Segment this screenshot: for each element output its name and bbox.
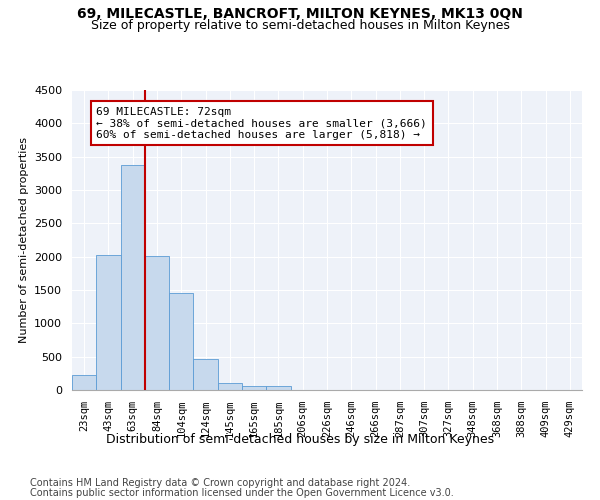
Text: Contains HM Land Registry data © Crown copyright and database right 2024.: Contains HM Land Registry data © Crown c…	[30, 478, 410, 488]
Bar	[218, 384, 242, 390]
Text: Distribution of semi-detached houses by size in Milton Keynes: Distribution of semi-detached houses by …	[106, 432, 494, 446]
Text: Size of property relative to semi-detached houses in Milton Keynes: Size of property relative to semi-detach…	[91, 19, 509, 32]
Bar	[145, 256, 169, 390]
Bar	[242, 386, 266, 390]
Bar	[169, 294, 193, 390]
Bar	[193, 358, 218, 390]
Y-axis label: Number of semi-detached properties: Number of semi-detached properties	[19, 137, 29, 343]
Bar	[96, 256, 121, 390]
Bar	[121, 166, 145, 390]
Text: 69, MILECASTLE, BANCROFT, MILTON KEYNES, MK13 0QN: 69, MILECASTLE, BANCROFT, MILTON KEYNES,…	[77, 8, 523, 22]
Bar	[266, 386, 290, 390]
Text: Contains public sector information licensed under the Open Government Licence v3: Contains public sector information licen…	[30, 488, 454, 498]
Bar	[72, 374, 96, 390]
Text: 69 MILECASTLE: 72sqm
← 38% of semi-detached houses are smaller (3,666)
60% of se: 69 MILECASTLE: 72sqm ← 38% of semi-detac…	[96, 106, 427, 140]
